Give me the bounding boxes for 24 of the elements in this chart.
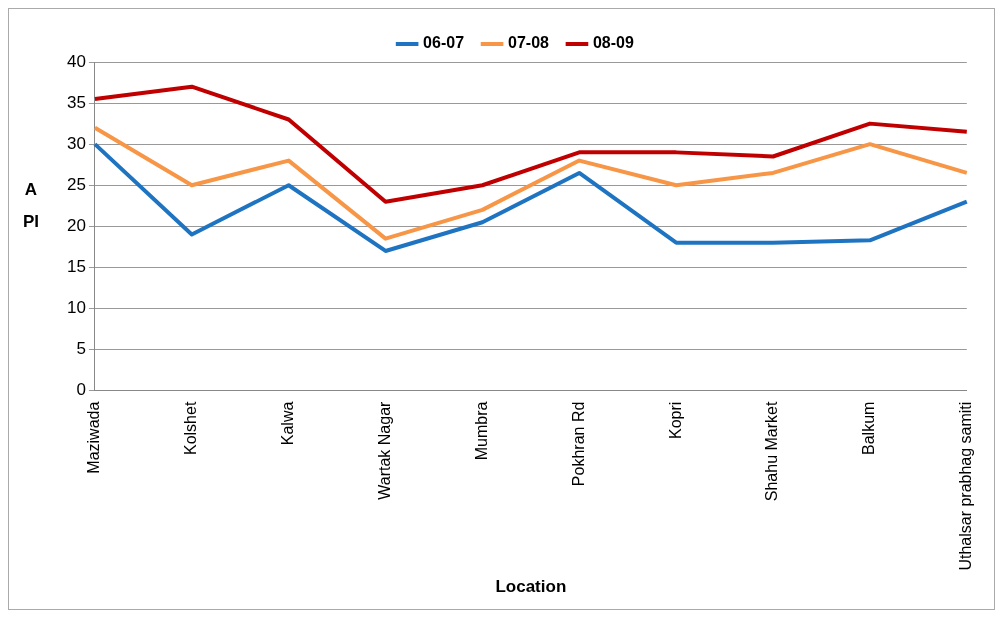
x-axis-title: Location — [495, 577, 567, 597]
y-tick-label: 35 — [66, 92, 86, 112]
y-tick-label: 0 — [76, 380, 86, 400]
x-tick-label: Wartak Nagar — [375, 400, 393, 500]
x-tick-label: Kopri — [666, 401, 684, 439]
x-tick-label: Shahu Market — [763, 401, 781, 502]
y-axis-title: API — [21, 179, 41, 233]
y-tick-label: 40 — [66, 51, 86, 71]
y-tick-label: 15 — [66, 257, 86, 277]
y-tick-label: 20 — [66, 216, 86, 235]
y-tick-label: 30 — [66, 133, 86, 153]
x-tick-label: Balkum — [860, 401, 878, 455]
y-tick-label: 5 — [76, 339, 86, 359]
legend-label: 08-09 — [592, 34, 634, 52]
x-tick-label: Kalwa — [279, 401, 297, 446]
y-tick-label: 10 — [66, 298, 86, 318]
legend-label: 06-07 — [423, 34, 465, 52]
legend-label: 07-08 — [508, 34, 550, 52]
x-tick-label: Kolshet — [182, 401, 200, 456]
x-tick-label: Maziwada — [85, 401, 103, 474]
x-tick-label: Uthalsar prabhag samiti — [957, 401, 975, 571]
y-tick-label: 25 — [66, 174, 86, 194]
x-tick-label: Mumbra — [472, 401, 490, 461]
x-tick-label: Pokhran Rd — [569, 401, 587, 487]
